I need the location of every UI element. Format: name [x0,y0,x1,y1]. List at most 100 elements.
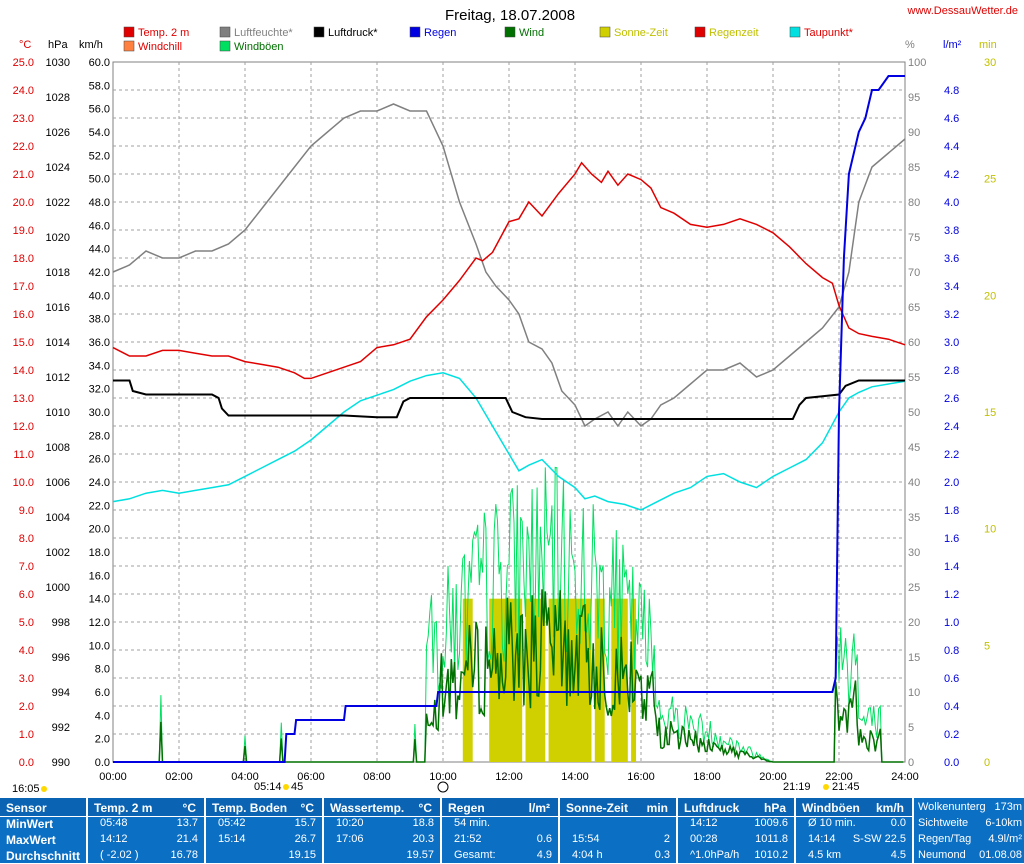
pct-tick: 70 [908,267,920,279]
stats-extra-row: Sichtweite 6-10km [914,817,1024,832]
pct-tick: 20 [908,617,920,629]
legend-swatch [123,40,135,52]
legend-label: Luftdruck* [328,27,378,39]
kmh-tick: 46.0 [89,220,110,232]
stats-cell-left: 17:06 [336,833,364,845]
stats-cell-left: 4.5 km [808,849,842,861]
stats-column: Luftdruck hPa 14:12 1009.6 00:28 1011.8 ^1.0hP… [678,798,796,863]
rain-tick: 3.2 [944,309,959,321]
legend-label: Windböen [234,41,284,53]
legend-swatch [409,26,421,38]
stats-cell-right: 4.5 [890,849,906,861]
stats-cell-right: 1010.2 [754,849,788,861]
stats-cell-right: 0.6 [536,833,552,845]
stats-cell-left: 05:48 [100,817,128,829]
hpa-tick: 1002 [46,547,70,559]
stats-extra-row: Neumond 01.08.08 [914,849,1024,864]
moonset-time: 16:05 [12,783,40,795]
hpa-tick: 998 [52,617,70,629]
stats-cell-left: ( -2.02 ) [100,849,139,861]
stats-col-title: Wassertemp. [330,801,405,815]
moon-icon [41,786,47,792]
stats-cell-right: 20.3 [412,833,434,845]
stats-cell-right: 1009.6 [754,817,788,829]
time-tick: 00:00 [99,771,127,783]
stats-cell-right: 0.0 [890,817,906,829]
temp-tick: 19.0 [13,225,34,237]
rain-tick: 0.2 [944,729,959,741]
stats-col-unit: min [646,801,668,815]
sunrise-icon [283,784,289,790]
stats-cell-left: 10:20 [336,817,364,829]
legend-label: Sonne-Zeit [614,27,668,39]
sunshine-bar [462,598,473,762]
stats-cell-left: Gesamt: [454,849,496,861]
kmh-tick: 54.0 [89,127,110,139]
legend-label: Taupunkt* [804,27,854,39]
hpa-tick: 1008 [46,442,70,454]
kmh-tick: 4.0 [95,710,110,722]
hpa-tick: 1018 [46,267,70,279]
stats-panel: Sensor MinWert MaxWert Durchschnitt Temp… [0,798,1024,863]
axes: 25.0 24.0 23.0 22.0 21.0 20.0 19.0 18.0 17.0 16.0… [12,39,997,795]
stats-col-title: Temp. Boden [212,801,288,815]
wind-trace [113,589,904,763]
stats-col-unit: °C [418,801,432,815]
kmh-tick: 40.0 [89,290,110,302]
kmh-tick: 28.0 [89,430,110,442]
stats-cell-left: ^1.0hPa/h [690,849,740,861]
temp-tick: 10.0 [13,477,34,489]
pct-tick: 95 [908,92,920,104]
stats-col-title: Regen [448,801,485,815]
pct-tick: 60 [908,337,920,349]
stats-cell-left: 00:28 [690,833,718,845]
stats-cell-left: 14:14 [808,833,836,845]
stats-col-unit: hPa [763,801,786,815]
extra-label: Regen/Tag [918,833,972,845]
kmh-tick: 24.0 [89,477,110,489]
humidity-line [112,103,906,428]
temp-tick: 11.0 [13,449,34,461]
kmh-tick: 2.0 [95,734,110,746]
pct-tick: 100 [908,57,926,69]
stats-cell-left: 54 min. [454,817,491,829]
pct-tick: 90 [908,127,920,139]
legend-label: Regenzeit [709,27,759,39]
sunrise-minutes: 45 [291,781,303,793]
temp-tick: 18.0 [13,253,34,265]
kmh-tick: 50.0 [89,174,110,186]
maxwert-label: MaxWert [6,833,56,847]
stats-col-title: Temp. 2 m [94,801,153,815]
temp-tick: 12.0 [13,421,34,433]
kmh-tick: 52.0 [89,150,110,162]
stats-cell-left: 14:12 [690,817,718,829]
kmh-tick: 56.0 [89,104,110,116]
min-tick: 10 [984,524,996,536]
rain-tick: 2.4 [944,421,959,433]
extra-value: 4.9l/m² [988,833,1022,845]
stats-column: Sonne-Zeit min 15:54 2 4:04 h 0.3 [560,798,678,863]
hpa-tick: 1028 [46,92,70,104]
stats-cell-left: 14:12 [100,833,128,845]
kmh-tick: 30.0 [89,407,110,419]
sunshine-bar [631,598,637,762]
unit-label: min [979,39,997,51]
stats-col-title: Windböen [802,801,860,815]
legend-label: Wind [519,27,544,39]
kmh-tick: 0.0 [95,757,110,769]
kmh-tick: 58.0 [89,80,110,92]
extra-value: 01.08.08 [979,849,1022,861]
temp-tick: 16.0 [13,309,34,321]
rain-tick: 1.6 [944,533,959,545]
hpa-tick: 1024 [46,162,70,174]
stats-cell-left: Ø 10 min. [808,817,856,829]
site-link[interactable]: www.DessauWetter.de [907,5,1018,17]
extra-value: 173m [994,801,1022,813]
pct-tick: 15 [908,652,920,664]
pct-tick: 55 [908,372,920,384]
pct-tick: 75 [908,232,920,244]
temp-tick: 15.0 [13,337,34,349]
sunrise-time: 05:14 [254,781,282,793]
temp-tick: 0.0 [19,757,34,769]
kmh-tick: 42.0 [89,267,110,279]
